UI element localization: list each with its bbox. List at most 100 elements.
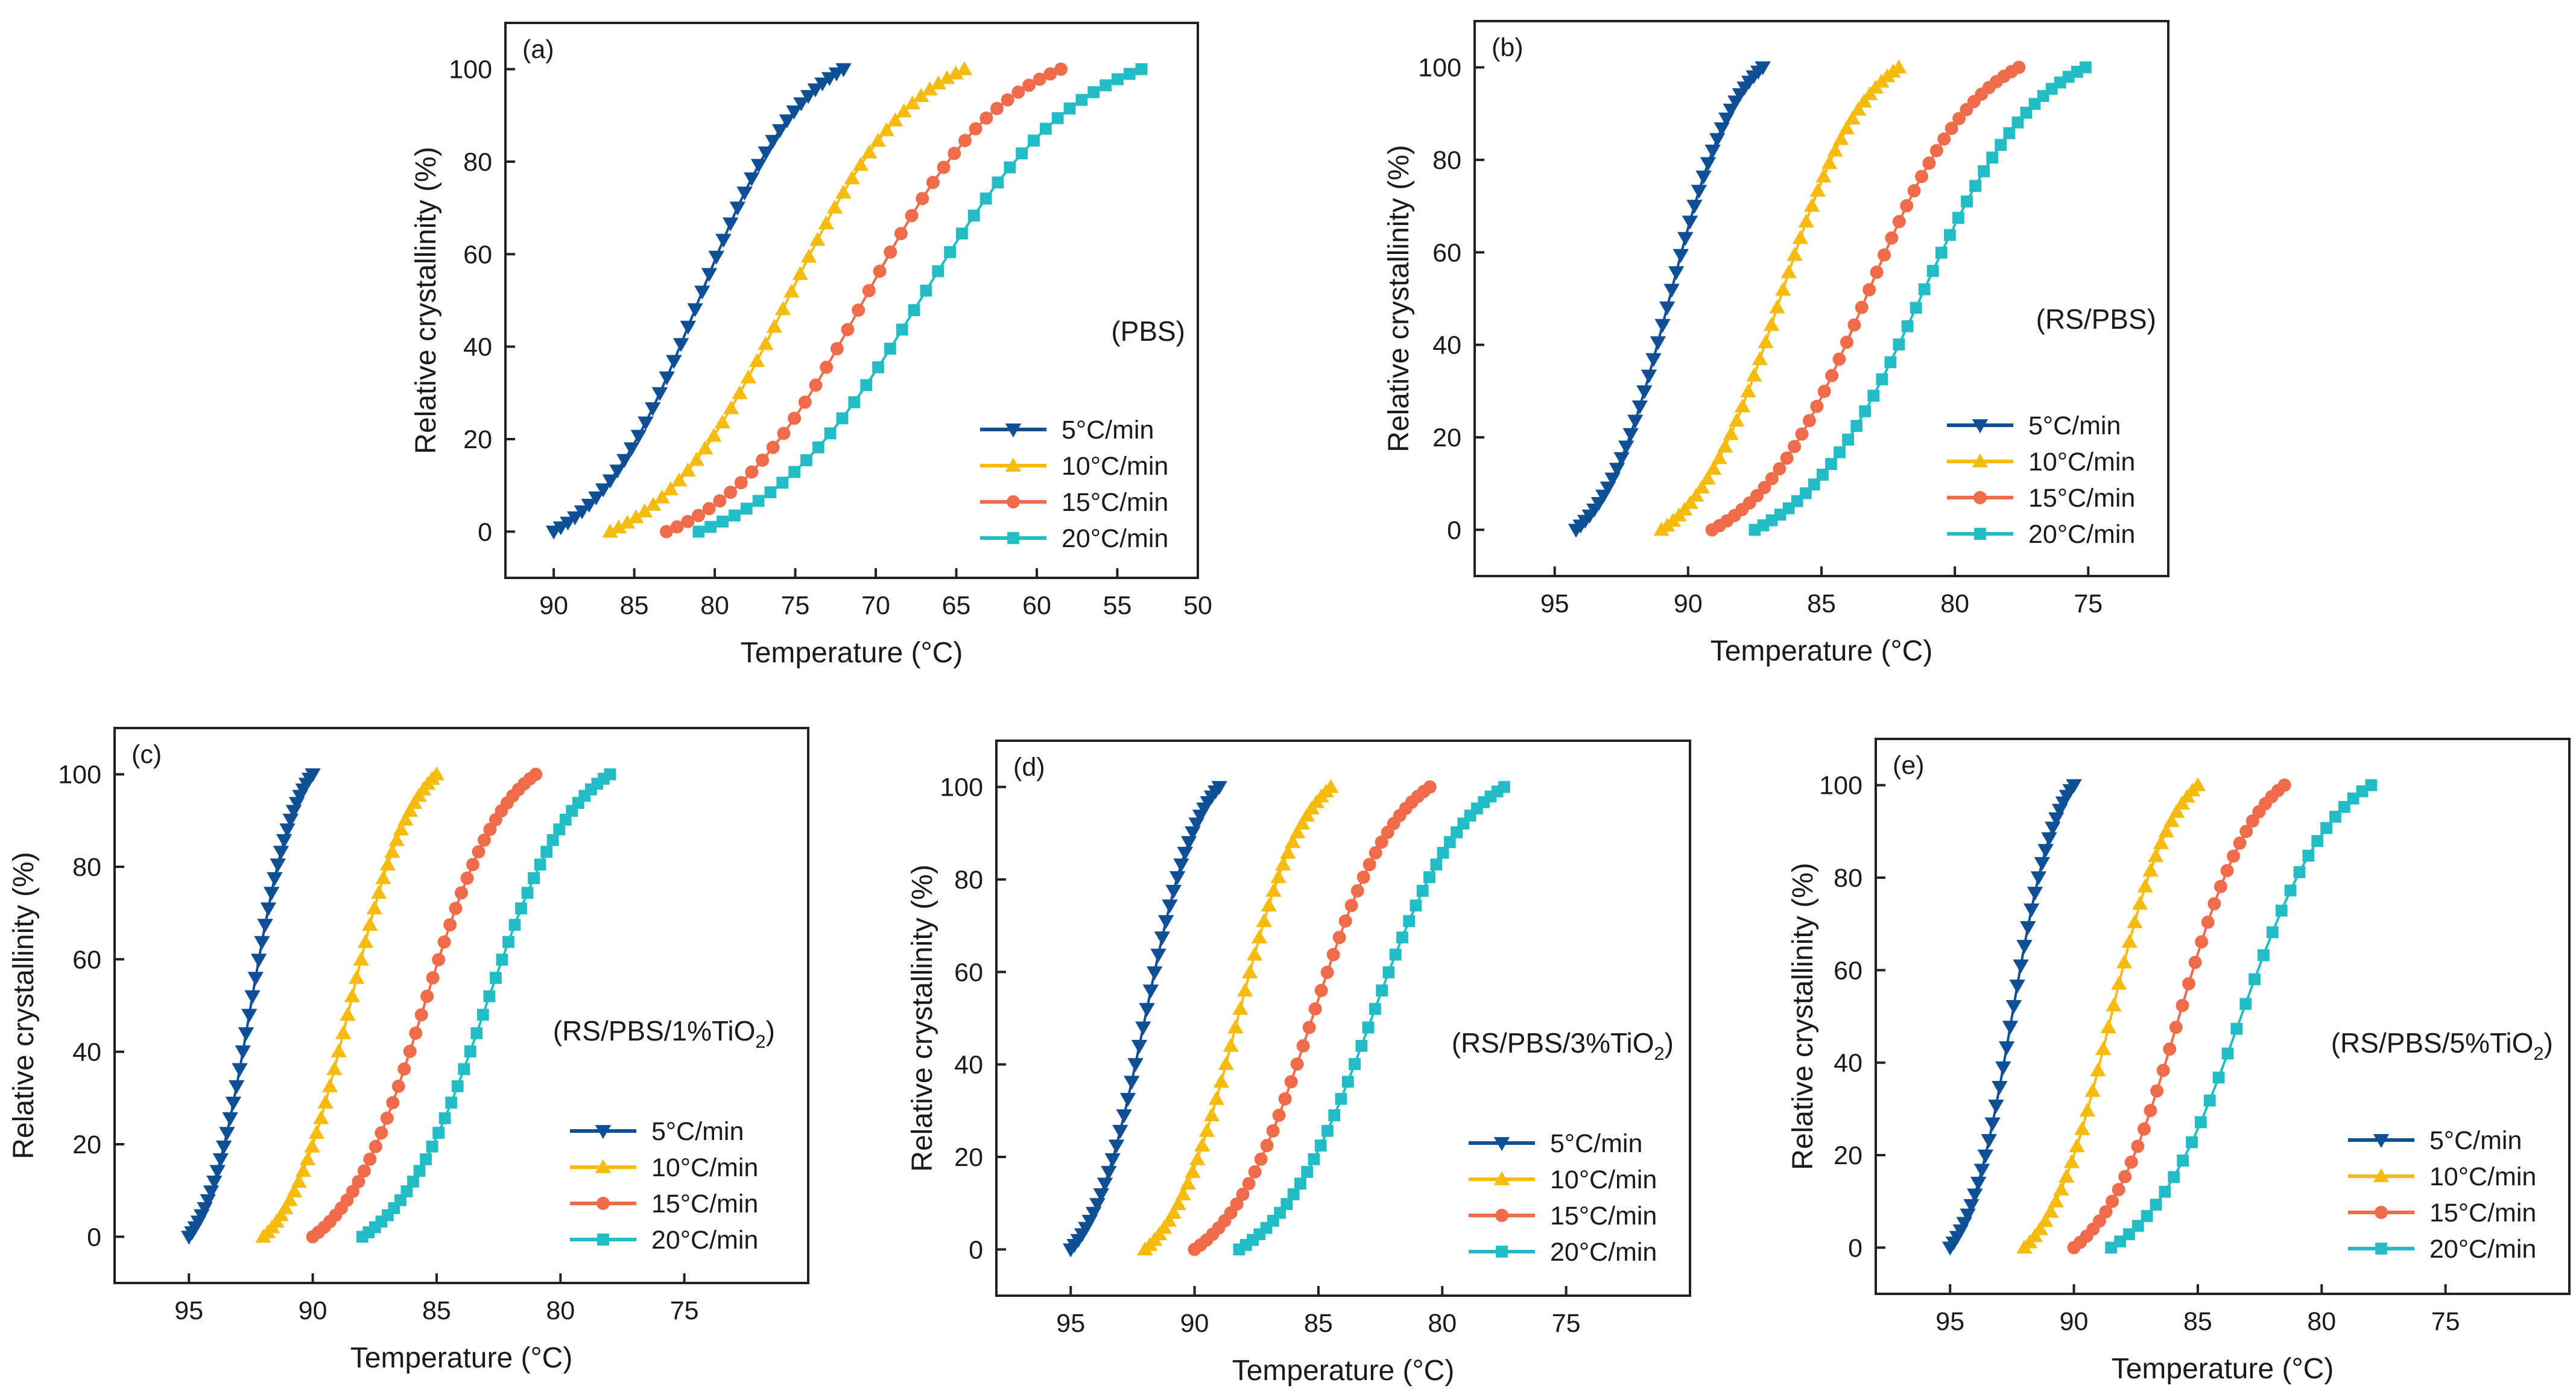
data-point (688, 452, 704, 466)
legend: 5°C/min 10°C/min 15°C/min 20°C/min (980, 416, 1168, 553)
data-point (1237, 982, 1253, 996)
data-point (560, 516, 576, 531)
x-tick-label: 70 (861, 591, 890, 620)
data-point (623, 442, 640, 457)
legend-marker (1005, 457, 1022, 472)
data-point (1711, 450, 1727, 464)
data-point (1185, 1164, 1201, 1178)
data-point (222, 1112, 238, 1126)
data-point (326, 1061, 343, 1075)
data-point (1907, 184, 1921, 198)
data-point (630, 429, 647, 444)
legend-marker (1974, 528, 1986, 540)
data-point (609, 464, 625, 479)
plot-frame (995, 740, 1691, 1297)
data-point (732, 385, 748, 399)
data-point (2163, 813, 2180, 827)
data-point (602, 474, 619, 489)
data-point (1356, 870, 1370, 884)
series-15c-min (659, 62, 1068, 539)
data-point (2137, 878, 2154, 893)
y-axis-title: Relative crystallinity (%) (1383, 145, 1415, 452)
data-point (1780, 451, 1794, 465)
series-5c-min (1568, 61, 1771, 538)
chart-panel-b: 95 90 85 80 75 0 20 40 60 80 100 Temperature (°C) Re… (1383, 20, 2169, 667)
data-point (1885, 231, 1899, 245)
data-point (887, 112, 903, 127)
data-point (445, 1097, 458, 1109)
y-tick-label: 0 (1447, 516, 1461, 545)
data-point (384, 843, 400, 858)
data-point (884, 245, 897, 259)
data-point (1211, 781, 1227, 795)
x-tick-label: 80 (1940, 589, 1969, 618)
data-point (1498, 781, 1510, 793)
data-point (1063, 102, 1076, 115)
series-line (1575, 66, 1764, 531)
x-tick-label: 60 (1022, 591, 1051, 620)
series-line (1660, 66, 1900, 531)
data-point (2169, 1021, 2183, 1034)
chart-panel-c: 95 90 85 80 75 0 20 40 60 80 100 Temperature (°C) Re… (8, 727, 809, 1374)
data-point (1320, 965, 1334, 979)
data-point (1241, 964, 1258, 978)
data-point (2111, 975, 2127, 990)
legend-marker (597, 1197, 610, 1210)
data-point (588, 491, 604, 505)
data-point (1967, 1188, 1983, 1203)
data-point (2020, 921, 2036, 936)
data-point (715, 233, 732, 248)
series-10c-min (255, 766, 445, 1243)
data-point (905, 209, 919, 223)
data-point (604, 768, 616, 781)
data-point (254, 936, 270, 950)
data-point (1995, 1061, 2011, 1075)
x-axis-title: Temperature (°C) (1710, 635, 1933, 667)
data-point (1705, 461, 1722, 475)
data-point (2074, 1121, 2090, 1135)
data-point (477, 833, 491, 847)
data-point (2016, 940, 2033, 954)
data-point (1328, 1109, 1341, 1121)
data-point (704, 521, 717, 533)
data-point (2186, 1136, 2198, 1148)
legend-marker (2373, 1168, 2390, 1182)
data-point (1314, 984, 1328, 998)
data-point (1992, 1080, 2008, 1095)
data-point (1817, 384, 1831, 398)
data-point (1758, 334, 1774, 349)
data-point (1289, 824, 1306, 838)
data-point (203, 1185, 220, 1200)
data-point (1935, 247, 1948, 259)
data-point (680, 320, 696, 335)
data-point (748, 353, 765, 367)
data-point (460, 871, 474, 885)
data-point (472, 845, 486, 859)
data-point (406, 794, 423, 809)
data-point (702, 502, 716, 516)
series-line (1194, 786, 1431, 1250)
data-point (740, 369, 756, 384)
data-point (1308, 1153, 1320, 1165)
x-axis-title: Temperature (°C) (741, 637, 963, 669)
series-20c-min (1233, 781, 1510, 1256)
data-point (1349, 1058, 1361, 1070)
data-point (1430, 858, 1443, 871)
data-point (1248, 1165, 1262, 1179)
data-point (1943, 229, 1956, 241)
y-tick-label: 100 (58, 761, 101, 790)
legend-label: 5°C/min (1550, 1129, 1642, 1158)
data-point (247, 972, 264, 986)
data-point (219, 1127, 235, 1141)
data-point (2013, 959, 2029, 974)
data-point (2124, 1155, 2138, 1169)
data-point (263, 887, 280, 901)
data-point (1688, 487, 1704, 502)
data-point (616, 454, 633, 468)
data-point (1691, 185, 1707, 199)
data-point (920, 284, 932, 297)
data-point (2069, 1138, 2085, 1153)
data-point (1280, 1198, 1293, 1210)
data-point (1682, 215, 1698, 230)
data-point (1834, 446, 1846, 458)
